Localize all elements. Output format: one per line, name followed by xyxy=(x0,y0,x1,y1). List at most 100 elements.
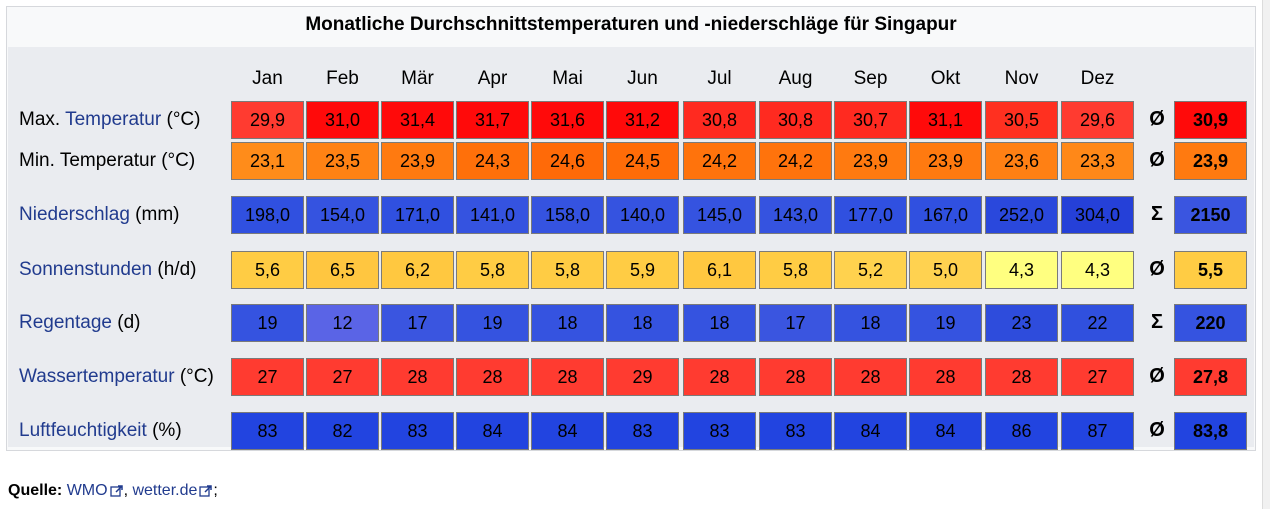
value-cell: 28 xyxy=(985,358,1058,396)
value-cell: 177,0 xyxy=(834,196,907,234)
value-cell: 12 xyxy=(306,304,379,342)
value-cell: 28 xyxy=(381,358,454,396)
month-header: Jul xyxy=(707,68,732,89)
source-label: Quelle: xyxy=(8,482,63,499)
row-label-link[interactable]: Luftfeuchtigkeit xyxy=(19,420,147,441)
value-cell: 30,8 xyxy=(759,101,832,139)
value-cell: 31,1 xyxy=(909,101,982,139)
row-label-link[interactable]: Regentage xyxy=(19,312,112,333)
row-label-link[interactable]: Temperatur xyxy=(65,109,162,130)
value-cell: 31,2 xyxy=(606,101,679,139)
value-cell: 30,7 xyxy=(834,101,907,139)
row-label: Min. Temperatur (°C) xyxy=(19,150,195,172)
value-cell: 140,0 xyxy=(606,196,679,234)
summary-value: 27,8 xyxy=(1174,358,1247,396)
value-cell: 17 xyxy=(381,304,454,342)
value-cell: 23,1 xyxy=(231,142,304,180)
month-header: Aug xyxy=(778,68,813,89)
value-cell: 5,0 xyxy=(909,251,982,289)
value-cell: 6,1 xyxy=(683,251,756,289)
value-cell: 29,9 xyxy=(231,101,304,139)
value-cell: 198,0 xyxy=(231,196,304,234)
value-cell: 158,0 xyxy=(531,196,604,234)
value-cell: 28 xyxy=(834,358,907,396)
external-link-icon xyxy=(199,485,213,497)
value-cell: 5,8 xyxy=(531,251,604,289)
summary-value: 23,9 xyxy=(1174,142,1247,180)
summary-value: 5,5 xyxy=(1174,251,1247,289)
value-cell: 31,4 xyxy=(381,101,454,139)
row-label-link[interactable]: Wassertemperatur xyxy=(19,366,175,387)
value-cell: 30,8 xyxy=(683,101,756,139)
value-cell: 145,0 xyxy=(683,196,756,234)
row-label: Regentage (d) xyxy=(19,312,140,334)
value-cell: 6,2 xyxy=(381,251,454,289)
month-header: Dez xyxy=(1080,68,1115,89)
value-cell: 83 xyxy=(759,412,832,450)
value-cell: 23,9 xyxy=(834,142,907,180)
row-label-unit: (°C) xyxy=(174,366,214,387)
row-label: Niederschlag (mm) xyxy=(19,204,180,226)
month-header: Jan xyxy=(252,68,283,89)
month-header: Sep xyxy=(853,68,888,89)
value-cell: 5,2 xyxy=(834,251,907,289)
summary-symbol: Ø xyxy=(1149,149,1165,171)
value-cell: 18 xyxy=(683,304,756,342)
value-cell: 4,3 xyxy=(1061,251,1134,289)
source-trailer: ; xyxy=(213,482,218,499)
value-cell: 23 xyxy=(985,304,1058,342)
value-cell: 154,0 xyxy=(306,196,379,234)
value-cell: 27 xyxy=(1061,358,1134,396)
value-cell: 18 xyxy=(531,304,604,342)
value-cell: 24,3 xyxy=(456,142,529,180)
value-cell: 24,6 xyxy=(531,142,604,180)
row-label: Wassertemperatur (°C) xyxy=(19,366,214,388)
month-header: Apr xyxy=(477,68,508,89)
value-cell: 83 xyxy=(606,412,679,450)
value-cell: 31,0 xyxy=(306,101,379,139)
value-cell: 84 xyxy=(531,412,604,450)
value-cell: 17 xyxy=(759,304,832,342)
source-link-wmo[interactable]: WMO xyxy=(66,482,108,499)
value-cell: 22 xyxy=(1061,304,1134,342)
value-cell: 31,7 xyxy=(456,101,529,139)
value-cell: 18 xyxy=(606,304,679,342)
row-label-link[interactable]: Niederschlag xyxy=(19,204,130,225)
value-cell: 83 xyxy=(231,412,304,450)
value-cell: 5,6 xyxy=(231,251,304,289)
value-cell: 28 xyxy=(456,358,529,396)
value-cell: 23,3 xyxy=(1061,142,1134,180)
value-cell: 24,5 xyxy=(606,142,679,180)
summary-symbol: Ø xyxy=(1149,258,1165,280)
value-cell: 86 xyxy=(985,412,1058,450)
value-cell: 84 xyxy=(456,412,529,450)
value-cell: 83 xyxy=(683,412,756,450)
row-label-text: Min. Temperatur (°C) xyxy=(19,150,196,171)
summary-value: 2150 xyxy=(1174,196,1247,234)
value-cell: 27 xyxy=(306,358,379,396)
month-header: Nov xyxy=(1004,68,1039,89)
value-cell: 18 xyxy=(834,304,907,342)
value-cell: 28 xyxy=(531,358,604,396)
scrollbar[interactable] xyxy=(1262,0,1270,509)
summary-value: 83,8 xyxy=(1174,412,1247,450)
source-link-wetter[interactable]: wetter.de xyxy=(132,482,198,499)
value-cell: 19 xyxy=(456,304,529,342)
summary-symbol: Ø xyxy=(1149,365,1165,387)
table-title: Monatliche Durchschnittstemperaturen und… xyxy=(305,14,957,35)
row-label-link[interactable]: Sonnenstunden xyxy=(19,259,153,280)
row-label-text: Max. xyxy=(19,109,66,130)
month-header: Okt xyxy=(930,68,961,89)
value-cell: 5,9 xyxy=(606,251,679,289)
source-separator: , xyxy=(123,482,133,499)
value-cell: 252,0 xyxy=(985,196,1058,234)
value-cell: 24,2 xyxy=(683,142,756,180)
value-cell: 167,0 xyxy=(909,196,982,234)
value-cell: 19 xyxy=(909,304,982,342)
value-cell: 82 xyxy=(306,412,379,450)
value-cell: 23,9 xyxy=(381,142,454,180)
value-cell: 84 xyxy=(834,412,907,450)
value-cell: 23,5 xyxy=(306,142,379,180)
month-header: Mär xyxy=(401,68,434,89)
row-label: Luftfeuchtigkeit (%) xyxy=(19,420,182,442)
